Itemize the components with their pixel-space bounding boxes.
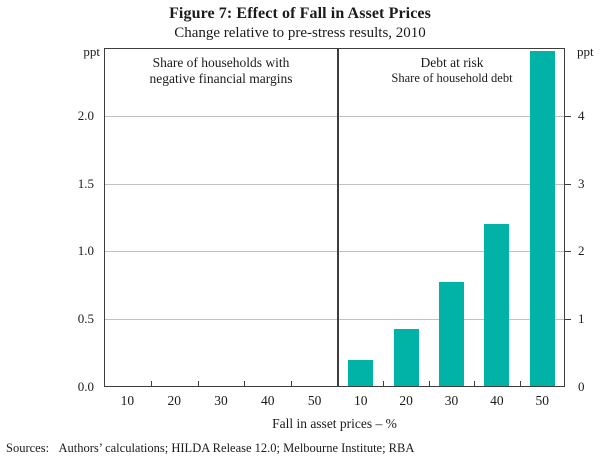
x-axis-tick-label: 40: [490, 393, 504, 408]
x-axis-tick: [291, 381, 293, 387]
right-axis-tick-label: 1: [578, 311, 585, 327]
right-axis-tick-label: 3: [578, 175, 585, 191]
gridline: [104, 251, 565, 253]
right-panel-title-line2: Share of household debt: [391, 71, 513, 86]
plot-area: Share of households with negative financ…: [104, 48, 565, 387]
x-axis-tick: [150, 381, 152, 387]
x-axis-tick-label: 10: [353, 393, 368, 408]
bar-30-right: [439, 281, 464, 387]
bar-20-right: [393, 329, 419, 387]
left-axis-tick-label: 1.5: [77, 175, 94, 191]
x-axis-tick-label: 50: [307, 393, 322, 408]
left-axis-tick-label: 0.5: [77, 311, 94, 327]
left-panel-title-line2: negative financial margins: [149, 71, 293, 87]
left-axis-tick-label: 2.0: [77, 107, 94, 123]
right-axis-tick: [565, 183, 571, 185]
left-panel-title: Share of households with negative financ…: [150, 55, 293, 88]
gridline: [104, 115, 565, 117]
x-axis-tick-label: 40: [261, 393, 275, 408]
right-axis-tick: [565, 251, 571, 253]
x-axis-tick-label: 30: [444, 393, 459, 408]
left-axis-tick-label: 0.0: [77, 379, 94, 394]
left-panel-title-line1: Share of households with: [152, 55, 290, 70]
bar-10-right: [348, 359, 374, 387]
right-axis-tick: [565, 115, 571, 117]
x-axis-tick-label: 30: [214, 393, 228, 408]
right-panel-title: Debt at risk Share of household debt: [391, 55, 512, 87]
x-axis-tick: [428, 381, 430, 387]
x-axis-tick-label: 20: [399, 393, 413, 408]
left-axis-unit: ppt: [83, 44, 100, 59]
sources-note: Sources: Authors’ calculations; HILDA Re…: [6, 441, 414, 456]
chart-subtitle: Change relative to pre-stress results, 2…: [174, 25, 426, 41]
right-axis-tick: [565, 319, 571, 321]
x-axis-title: Fall in asset prices – %: [272, 416, 397, 431]
x-axis-tick: [383, 381, 385, 387]
sources-label: Sources:: [6, 441, 50, 455]
sources-text: Authors’ calculations; HILDA Release 12.…: [58, 441, 415, 455]
chart-title: Figure 7: Effect of Fall in Asset Prices: [169, 5, 431, 22]
x-axis-tick: [244, 381, 246, 387]
right-axis-tick-label: 0: [578, 379, 585, 394]
gridline: [104, 319, 565, 321]
gridline: [104, 183, 565, 185]
panel-divider: [337, 48, 339, 387]
bar-50-right: [529, 51, 555, 387]
x-axis-tick-label: 10: [120, 393, 135, 408]
right-axis-unit: ppt: [577, 44, 594, 59]
bar-40-right: [484, 224, 510, 387]
left-axis-tick-label: 1.0: [77, 243, 94, 259]
x-axis-tick: [197, 381, 199, 387]
x-axis-tick-label: 20: [167, 393, 181, 408]
x-axis-tick: [519, 381, 521, 387]
right-axis-tick-label: 2: [578, 243, 585, 259]
x-axis-tick: [474, 381, 476, 387]
right-panel-title-line1: Debt at risk: [420, 55, 484, 70]
right-axis-tick-label: 4: [578, 107, 585, 123]
x-axis-tick-label: 50: [535, 393, 550, 408]
